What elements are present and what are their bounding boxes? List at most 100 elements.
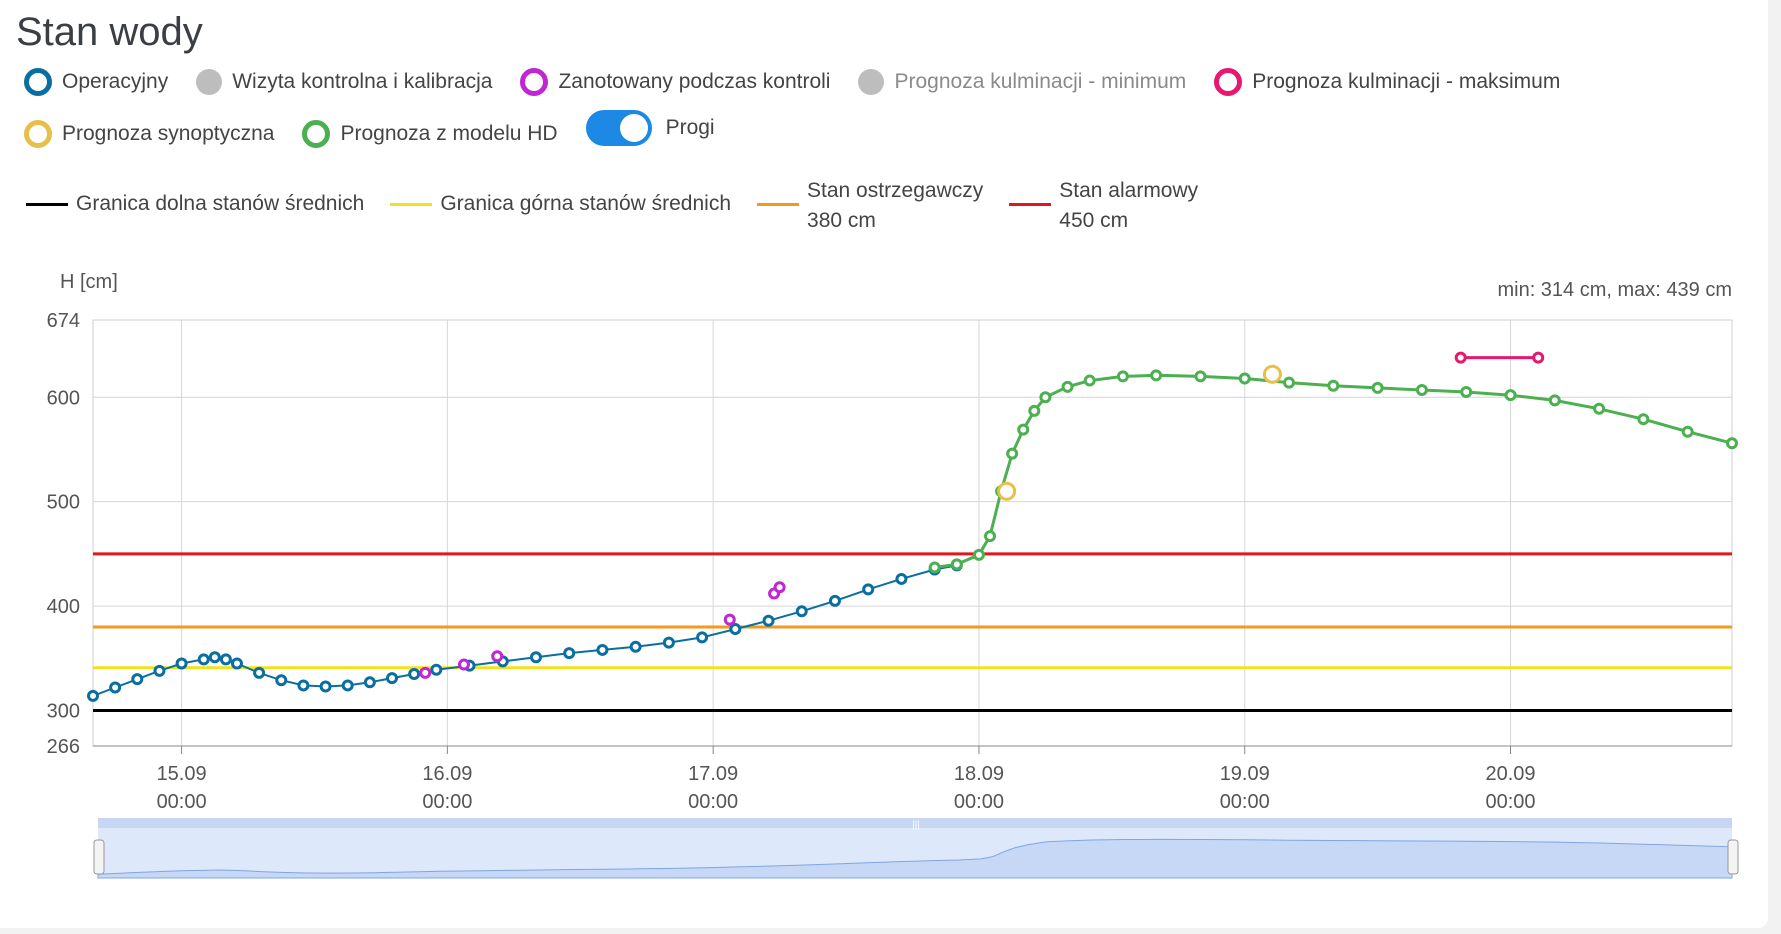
x-tick-label-date: 17.09 <box>688 763 738 785</box>
threshold-item-alarmowy[interactable]: Stan alarmowy 450 cm <box>1009 176 1198 236</box>
time-navigator[interactable]: ||| <box>93 818 1739 879</box>
data-point[interactable] <box>175 657 188 670</box>
data-point[interactable] <box>1327 379 1340 392</box>
navigator-top-bar[interactable] <box>98 818 1732 828</box>
data-point[interactable] <box>430 663 443 676</box>
data-point[interactable] <box>1593 402 1606 415</box>
x-tick-label-date: 15.09 <box>157 763 207 785</box>
data-point[interactable] <box>1061 380 1074 393</box>
threshold-item-ostrzegawczy[interactable]: Stan ostrzegawczy 380 cm <box>757 176 983 236</box>
data-point[interactable] <box>1460 386 1473 399</box>
data-point[interactable] <box>1028 404 1041 417</box>
data-point[interactable] <box>408 667 421 680</box>
data-point[interactable] <box>386 672 399 685</box>
legend-marker-dot <box>196 69 223 95</box>
data-point[interactable] <box>984 530 997 543</box>
y-tick-label: 266 <box>47 736 80 758</box>
data-point[interactable] <box>1415 383 1428 396</box>
data-point[interactable] <box>197 653 210 666</box>
data-point[interactable] <box>363 676 376 689</box>
navigator-handle-right[interactable] <box>1727 839 1739 875</box>
data-point[interactable] <box>419 666 432 679</box>
data-point[interactable] <box>1548 394 1561 407</box>
data-point[interactable] <box>773 581 786 594</box>
data-point[interactable] <box>319 680 332 693</box>
data-point[interactable] <box>208 651 221 664</box>
data-point[interactable] <box>109 681 122 694</box>
legend-item-operacyjny[interactable]: Operacyjny <box>24 68 168 96</box>
legend-item-wizyta[interactable]: Wizyta kontrolna i kalibracja <box>196 69 492 95</box>
toggle-knob <box>619 114 648 142</box>
data-point[interactable] <box>950 558 963 571</box>
x-tick-label-time: 00:00 <box>688 791 738 813</box>
data-point[interactable] <box>1681 425 1694 438</box>
data-point[interactable] <box>1283 376 1296 389</box>
data-point[interactable] <box>153 664 166 677</box>
data-point[interactable] <box>87 689 99 702</box>
threshold-item-dolna[interactable]: Granica dolna stanów średnich <box>26 176 364 219</box>
x-tick-label-date: 19.09 <box>1220 763 1270 785</box>
thresholds-legend: Granica dolna stanów średnich Granica gó… <box>26 176 1224 236</box>
data-point[interactable] <box>341 679 354 692</box>
data-point[interactable] <box>1006 447 1019 460</box>
x-tick-label-time: 00:00 <box>422 791 472 813</box>
data-point[interactable] <box>1017 423 1030 436</box>
data-point[interactable] <box>1150 369 1163 382</box>
navigator-handle-left[interactable] <box>93 839 105 875</box>
x-tick-label-time: 00:00 <box>157 791 207 813</box>
navigator-grip-icon[interactable]: ||| <box>912 820 920 831</box>
data-point[interactable] <box>1039 391 1052 404</box>
threshold-label: Granica dolna stanów średnich <box>76 192 365 215</box>
data-point[interactable] <box>972 548 985 561</box>
data-point[interactable] <box>297 679 310 692</box>
data-point[interactable] <box>1726 437 1738 450</box>
data-point[interactable] <box>729 623 742 636</box>
data-point[interactable] <box>1637 413 1650 426</box>
data-point[interactable] <box>895 572 908 585</box>
data-point[interactable] <box>1504 389 1517 402</box>
legend-item-model-hd[interactable]: Prognoza z modelu HD <box>302 120 558 148</box>
data-point[interactable] <box>1116 370 1129 383</box>
legend-item-kulminacja-min[interactable]: Prognoza kulminacji - minimum <box>858 69 1186 95</box>
data-point[interactable] <box>230 657 243 670</box>
y-axis-label: H [cm] <box>60 271 118 293</box>
x-tick-label-date: 20.09 <box>1485 763 1535 785</box>
threshold-item-gorna[interactable]: Granica górna stanów średnich <box>390 176 731 219</box>
data-point[interactable] <box>1371 381 1384 394</box>
data-point[interactable] <box>828 594 841 607</box>
data-point[interactable] <box>529 651 542 664</box>
data-point[interactable] <box>1532 351 1545 364</box>
legend-item-zanotowany[interactable]: Zanotowany podczas kontroli <box>520 68 830 96</box>
data-point[interactable] <box>928 561 941 574</box>
data-point[interactable] <box>131 673 144 686</box>
x-tick-label-time: 00:00 <box>954 791 1004 813</box>
threshold-value: 380 cm <box>807 209 876 232</box>
data-point[interactable] <box>997 481 1017 501</box>
legend-marker-dot <box>858 69 885 95</box>
data-point[interactable] <box>795 605 808 618</box>
data-point[interactable] <box>563 647 576 660</box>
data-point[interactable] <box>1083 374 1096 387</box>
data-point[interactable] <box>596 643 609 656</box>
data-point[interactable] <box>253 666 266 679</box>
data-point[interactable] <box>762 614 775 627</box>
data-point[interactable] <box>696 631 709 644</box>
data-point[interactable] <box>275 674 288 687</box>
data-point[interactable] <box>219 653 232 666</box>
data-point[interactable] <box>1454 351 1467 364</box>
data-point[interactable] <box>1238 372 1251 385</box>
data-point[interactable] <box>629 640 642 653</box>
data-point[interactable] <box>491 650 504 663</box>
data-point[interactable] <box>457 658 470 671</box>
minmax-label: min: 314 cm, max: 439 cm <box>1497 279 1732 301</box>
legend-item-synoptyczna[interactable]: Prognoza synoptyczna <box>24 120 274 148</box>
legend-item-kulminacja-max[interactable]: Prognoza kulminacji - maksimum <box>1214 68 1560 96</box>
data-point[interactable] <box>662 636 675 649</box>
data-point[interactable] <box>1194 370 1207 383</box>
thresholds-toggle[interactable] <box>585 110 652 146</box>
data-point[interactable] <box>723 613 736 626</box>
data-point[interactable] <box>1262 364 1282 384</box>
data-point[interactable] <box>862 583 875 596</box>
threshold-label: Granica górna stanów średnich <box>440 192 732 215</box>
